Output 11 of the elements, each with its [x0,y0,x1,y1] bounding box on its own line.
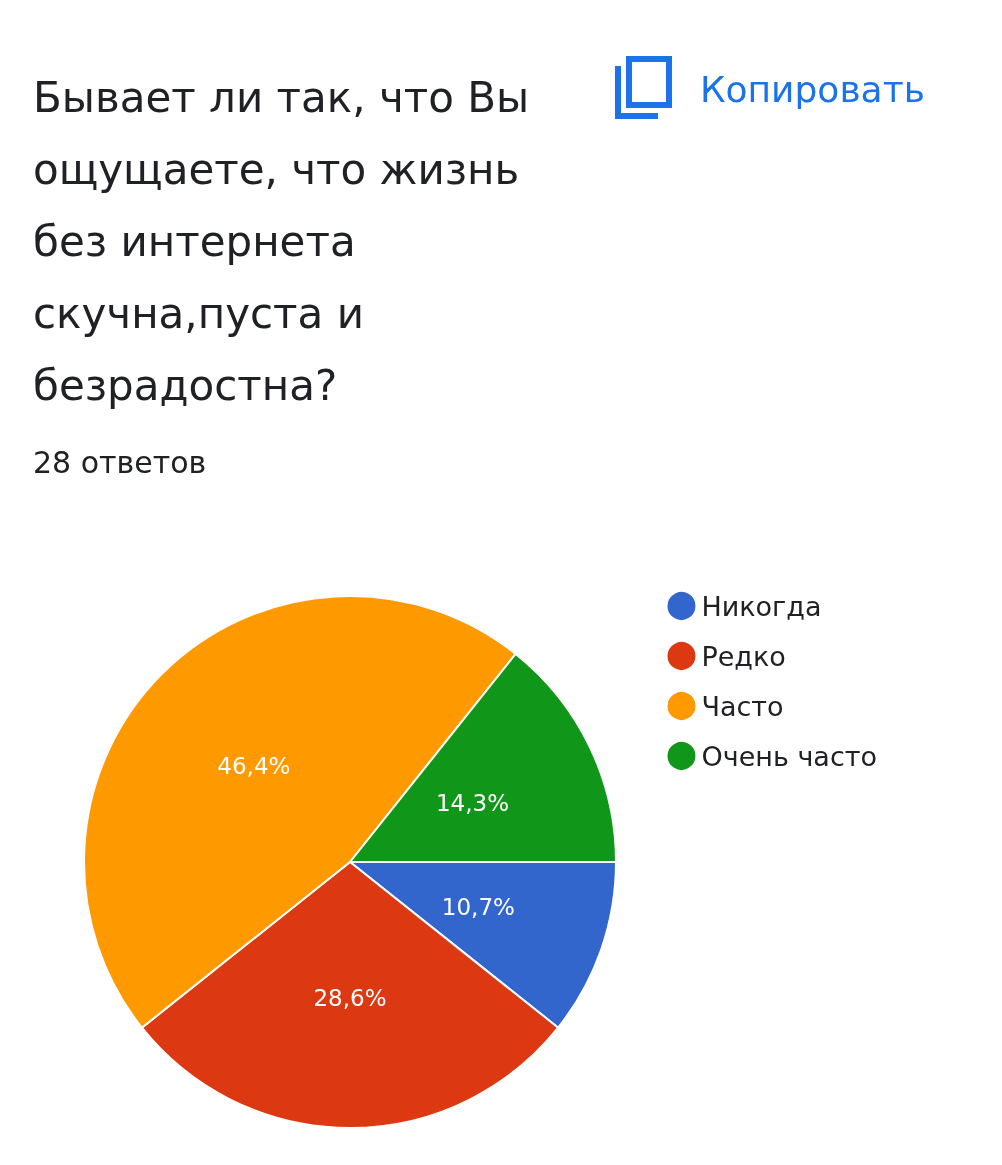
data-label: 14,3% [435,789,510,816]
chart-title: Бывает ли так, что Вы ощущаете, что жизнь без интернета скучна,пуста и безрадостна? [33,72,531,412]
data-label: 28,6% [313,985,387,1011]
legend-label: Часто [701,690,784,722]
data-label: 10,7% [441,893,515,920]
legend-label: Очень часто [701,740,878,772]
text: Копировать [700,68,925,110]
chart-subtitle: 28 ответов [33,445,207,480]
legend-label: Никогда [701,590,822,622]
data-label: 46,4% [217,752,291,779]
legend-label: Редко [701,640,786,672]
